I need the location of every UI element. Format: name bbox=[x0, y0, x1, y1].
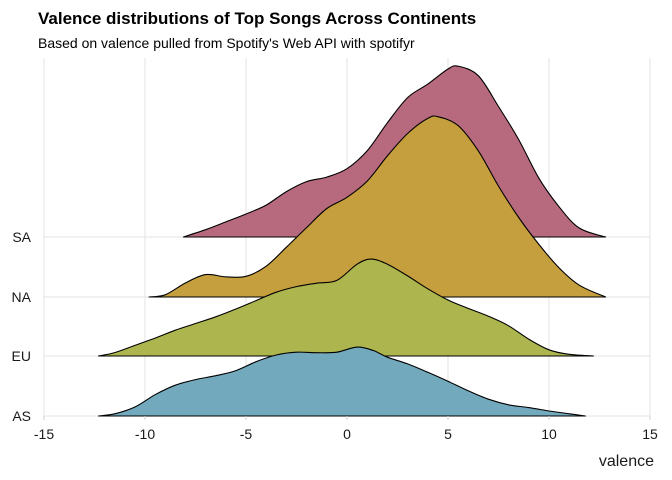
x-tick-label: 0 bbox=[343, 426, 351, 442]
y-axis-labels: AS EU NA SA bbox=[12, 229, 32, 424]
y-tick-label-eu: EU bbox=[12, 348, 31, 364]
x-axis-title: valence bbox=[599, 453, 654, 470]
ridge-eu bbox=[97, 258, 594, 357]
x-tick-label: -5 bbox=[240, 426, 253, 442]
x-tick-label: -10 bbox=[135, 426, 155, 442]
y-tick-label-as: AS bbox=[12, 408, 31, 424]
y-tick-label-sa: SA bbox=[12, 229, 31, 245]
ridge-as bbox=[97, 346, 586, 417]
chart-subtitle: Based on valence pulled from Spotify's W… bbox=[38, 35, 415, 51]
chart-title: Valence distributions of Top Songs Acros… bbox=[38, 9, 476, 28]
x-tick-label: 5 bbox=[444, 426, 452, 442]
x-tick-label: -15 bbox=[34, 426, 54, 442]
y-tick-label-na: NA bbox=[12, 289, 32, 305]
x-tick-label: 10 bbox=[541, 426, 557, 442]
x-axis-ticks: -15 -10 -5 0 5 10 15 bbox=[34, 416, 658, 442]
ridge-na bbox=[148, 115, 607, 298]
ridges bbox=[97, 65, 607, 417]
x-tick-label: 15 bbox=[642, 426, 658, 442]
